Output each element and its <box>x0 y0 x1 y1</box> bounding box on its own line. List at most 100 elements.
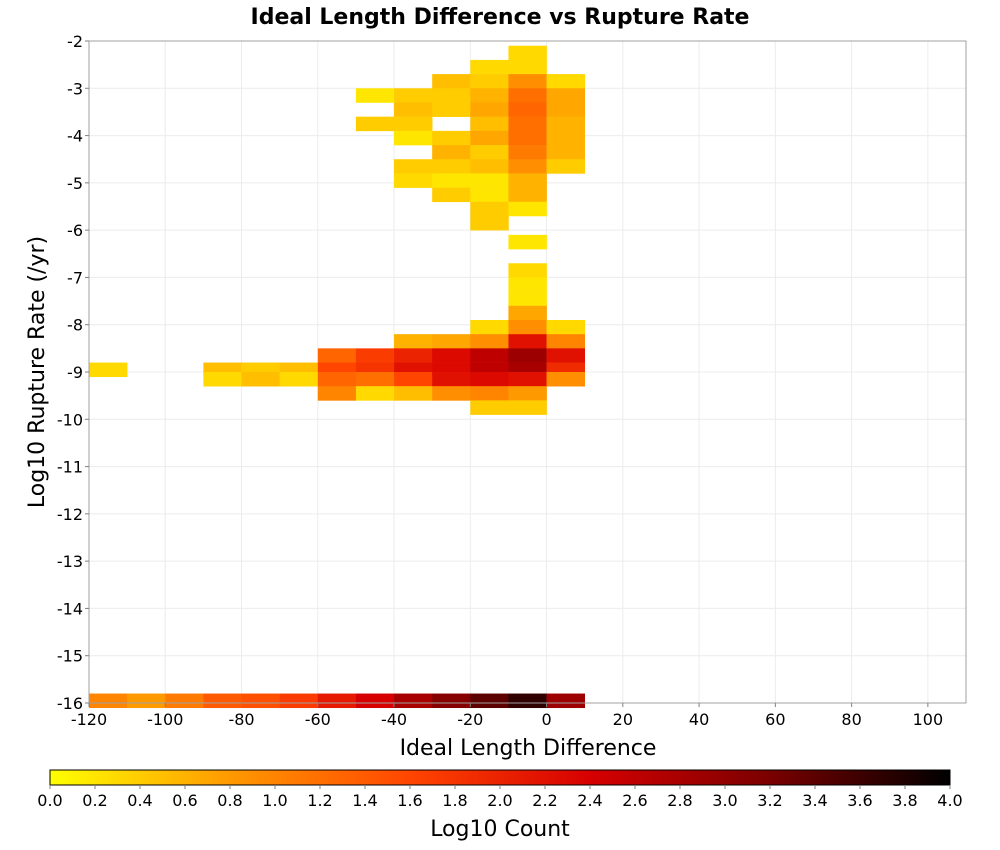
heatmap-cell <box>508 88 547 103</box>
heatmap-cell <box>279 693 319 709</box>
heatmap-cell <box>394 116 433 132</box>
x-tick-label: -120 <box>71 710 107 729</box>
heatmap-cell <box>470 319 509 335</box>
heatmap-cells <box>89 45 585 709</box>
heatmap-cell <box>508 102 547 117</box>
heatmap-cell <box>508 263 547 278</box>
colorbar-tick-label: 3.0 <box>712 791 737 810</box>
x-tick-label: -40 <box>381 710 407 729</box>
heatmap-cell <box>470 102 509 117</box>
heatmap-cell <box>470 130 509 146</box>
heatmap-cell <box>432 187 471 203</box>
heatmap-cell <box>508 59 547 75</box>
y-tick-label: -11 <box>57 458 83 477</box>
heatmap-cell <box>470 400 509 415</box>
y-tick-label: -5 <box>67 174 83 193</box>
heatmap-cell <box>508 386 547 401</box>
colorbar-tick-label: 0.4 <box>127 791 152 810</box>
heatmap-cell <box>470 693 509 709</box>
heatmap-cell <box>546 145 585 160</box>
heatmap-cell <box>508 234 547 250</box>
heatmap-cell <box>508 291 547 307</box>
heatmap-cell <box>432 102 471 117</box>
heatmap-cell <box>470 59 509 75</box>
heatmap-cell <box>355 88 395 103</box>
heatmap-cell <box>546 334 585 349</box>
colorbar-tick-label: 3.6 <box>847 791 872 810</box>
colorbar-label: Log10 Count <box>430 817 570 842</box>
colorbar-tick-label: 1.4 <box>352 791 377 810</box>
heatmap-cell <box>165 693 204 709</box>
heatmap-cell <box>546 74 585 89</box>
heatmap-cell <box>508 693 547 709</box>
heatmap-cell <box>241 372 280 387</box>
heatmap-cell <box>508 277 547 292</box>
heatmap-cell <box>508 372 547 387</box>
heatmap-cell <box>470 145 509 160</box>
x-tick-label: 20 <box>613 710 633 729</box>
heatmap-cell <box>546 159 585 174</box>
heatmap-cell <box>508 201 547 217</box>
heatmap-cell <box>470 88 509 103</box>
colorbar-tick-label: 1.8 <box>442 791 467 810</box>
heatmap-cell <box>355 348 395 363</box>
heatmap-cell <box>546 348 585 363</box>
x-tick-label: 60 <box>765 710 785 729</box>
heatmap-cell <box>317 386 357 401</box>
colorbar-tick-label: 1.0 <box>262 791 287 810</box>
heatmap-cell <box>546 102 585 117</box>
x-tick-label: 80 <box>841 710 861 729</box>
heatmap-cell <box>89 362 128 378</box>
x-tick-label: 40 <box>689 710 709 729</box>
heatmap-cell <box>546 693 585 709</box>
colorbar-tick-label: 4.0 <box>937 791 962 810</box>
heatmap-cell <box>432 372 471 387</box>
heatmap-cell <box>394 88 433 103</box>
heatmap-cell <box>508 74 547 89</box>
heatmap-cell <box>432 130 471 146</box>
heatmap-cell <box>432 74 471 89</box>
y-axis-ticks: -2 -3 -4 -5 -6 -7 -8 -9 -10 -11 -12 -13 -14 -15 -16 <box>57 32 89 713</box>
y-tick-label: -16 <box>57 694 83 713</box>
colorbar-tick-label: 0.6 <box>172 791 197 810</box>
colorbar-tick-label: 1.6 <box>397 791 422 810</box>
heatmap-cell <box>508 319 547 335</box>
heatmap-cell <box>394 159 433 174</box>
heatmap-cell <box>508 116 547 132</box>
heatmap-cell <box>317 348 357 363</box>
colorbar-tick-label: 2.4 <box>577 791 602 810</box>
heatmap-cell <box>394 173 433 188</box>
heatmap-cell <box>127 693 166 709</box>
heatmap-cell <box>394 334 433 349</box>
y-axis-label: Log10 Rupture Rate (/yr) <box>25 236 50 508</box>
heatmap-cell <box>508 400 547 415</box>
x-axis-label: Ideal Length Difference <box>400 736 657 761</box>
x-tick-label: -20 <box>457 710 483 729</box>
y-tick-label: -12 <box>57 505 83 524</box>
colorbar-tick-label: 3.2 <box>757 791 782 810</box>
x-tick-label: -80 <box>228 710 254 729</box>
y-tick-label: -2 <box>67 32 83 51</box>
heatmap-cell <box>432 334 471 349</box>
colorbar-tick-label: 3.8 <box>892 791 917 810</box>
heatmap-cell <box>546 372 585 387</box>
heatmap-cell <box>470 187 509 203</box>
heatmap-cell <box>355 693 395 709</box>
heatmap-cell <box>355 372 395 387</box>
heatmap-cell <box>432 348 471 363</box>
heatmap-cell <box>470 372 509 387</box>
colorbar-tick-label: 0.2 <box>82 791 107 810</box>
heatmap-cell <box>432 88 471 103</box>
heatmap-cell <box>394 348 433 363</box>
heatmap-cell <box>508 348 547 363</box>
heatmap-cell <box>317 693 357 709</box>
heatmap-cell <box>508 334 547 349</box>
heatmap-cell <box>470 215 509 231</box>
heatmap-cell <box>508 45 547 61</box>
heatmap-cell <box>508 305 547 321</box>
heatmap-cell <box>470 201 509 217</box>
heatmap-cell <box>508 159 547 174</box>
heatmap-cell <box>394 372 433 387</box>
y-tick-label: -14 <box>57 599 83 618</box>
heatmap-cell <box>508 145 547 160</box>
